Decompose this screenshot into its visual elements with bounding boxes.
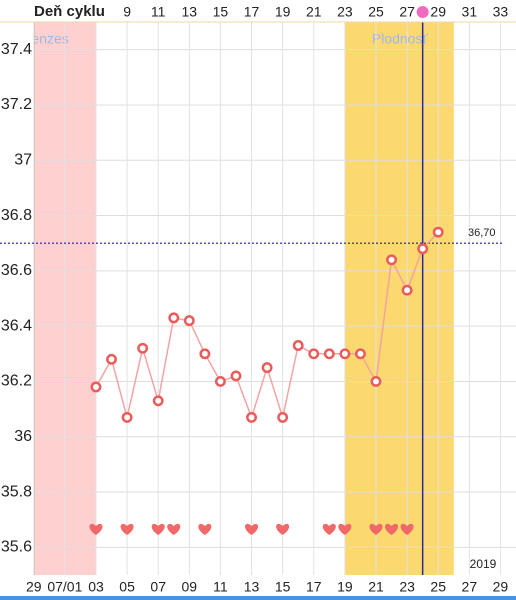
x2-tick-label: 33: [493, 4, 509, 20]
heart-marker: [151, 523, 165, 535]
x-tick-label: 07/01: [47, 579, 82, 595]
x-tick-label: 21: [368, 579, 384, 595]
heart-marker: [369, 523, 383, 535]
heart-marker: [198, 523, 212, 535]
y-tick-label: 36.6: [1, 262, 32, 279]
heart-marker: [322, 523, 336, 535]
x2-axis-label: Deň cyklu: [34, 3, 105, 20]
x2-tick-label: 29: [430, 4, 446, 20]
temperature-point: [183, 315, 195, 327]
x-tick-label: 15: [275, 579, 291, 595]
temperature-point: [199, 348, 211, 360]
temperature-point: [152, 395, 164, 407]
y-tick-label: 37.4: [1, 41, 32, 58]
temperature-point: [354, 348, 366, 360]
x-tick-label: 23: [399, 579, 415, 595]
x-tick-label: 29: [26, 579, 42, 595]
bottom-strip: [0, 596, 516, 600]
x-tick-label: 07: [150, 579, 166, 595]
heart-marker: [89, 523, 103, 535]
heart-marker: [167, 523, 181, 535]
temperature-point: [432, 226, 444, 238]
y-tick-label: 36.4: [1, 317, 32, 334]
temperature-point: [168, 312, 180, 324]
heart-marker: [276, 523, 290, 535]
phase-band: [344, 22, 454, 575]
temperature-point: [386, 254, 398, 266]
y-tick-label: 35.8: [1, 483, 32, 500]
y-tick-label: 37.2: [1, 96, 32, 113]
x2-tick-label: 13: [182, 4, 198, 20]
y-tick-label: 36.2: [1, 373, 32, 390]
x-tick-label: 27: [462, 579, 478, 595]
temperature-point: [230, 370, 242, 382]
x2-tick-label: 27: [399, 4, 415, 20]
heart-marker: [338, 523, 352, 535]
temperature-point: [277, 411, 289, 423]
today-dot: [416, 6, 429, 18]
temperature-point: [121, 411, 133, 423]
temperature-point: [370, 376, 382, 387]
x-tick-label: 05: [119, 579, 135, 595]
temperature-point: [308, 348, 320, 360]
y-tick-label: 35.6: [1, 539, 32, 556]
x-tick-label: 29: [493, 579, 509, 595]
temperature-point: [339, 348, 351, 360]
heart-marker: [400, 523, 414, 535]
y-tick-label: 37: [14, 151, 32, 168]
x-tick-label: 11: [213, 579, 228, 595]
header-bg: [0, 0, 516, 22]
x-tick-label: 03: [88, 579, 104, 595]
heart-marker: [245, 523, 259, 535]
y-tick-label: 36: [14, 428, 32, 445]
temperature-point: [246, 411, 257, 423]
cover-line-label: 36,70: [468, 227, 496, 239]
x2-tick-label: 25: [368, 4, 384, 20]
temperature-point: [106, 353, 117, 365]
x2-tick-label: 9: [123, 4, 131, 20]
x2-tick-label: 31: [462, 4, 478, 20]
x2-tick-label: 21: [306, 4, 322, 20]
temperature-point: [323, 348, 335, 360]
year-label: 2019: [470, 557, 497, 571]
x-tick-label: 17: [306, 579, 322, 595]
x2-tick-label: 19: [275, 4, 291, 20]
temperature-point: [90, 381, 102, 393]
x2-tick-label: 11: [151, 4, 166, 20]
temperature-point: [417, 243, 429, 255]
x2-tick-label: 23: [337, 4, 353, 20]
heart-marker: [385, 523, 399, 535]
temperature-point: [214, 376, 226, 387]
phase-label: Menzes: [20, 31, 69, 47]
temperature-point: [137, 342, 149, 354]
temperature-point: [261, 362, 273, 374]
x2-tick-label: 17: [244, 4, 260, 20]
x-tick-label: 13: [244, 579, 260, 595]
x2-tick-label: 15: [213, 4, 229, 20]
heart-marker: [120, 523, 134, 535]
temperature-point: [401, 284, 413, 296]
x-tick-label: 25: [430, 579, 446, 595]
y-tick-label: 36.8: [1, 207, 32, 224]
x-tick-label: 19: [337, 579, 353, 595]
x-tick-label: 09: [182, 579, 198, 595]
phase-label: Plodnosť: [372, 31, 429, 47]
temperature-point: [292, 340, 304, 351]
